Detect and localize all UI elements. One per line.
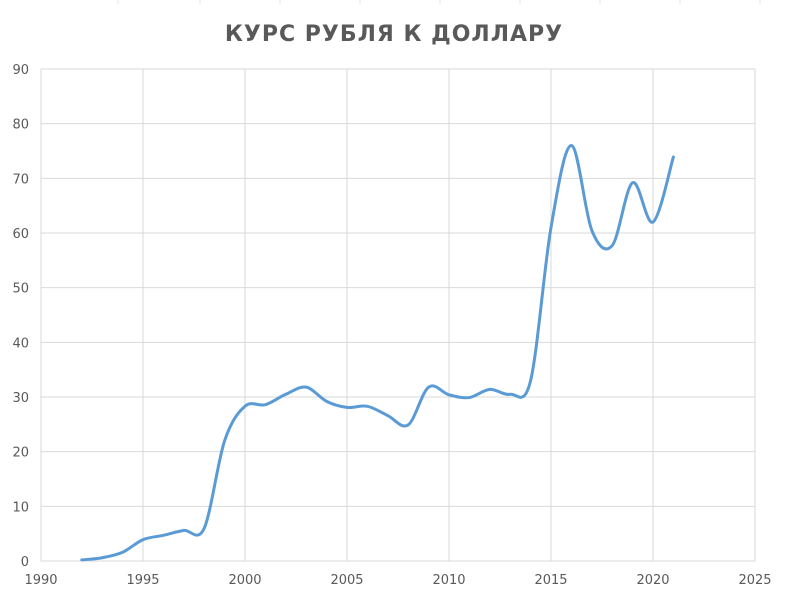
x-tick-label: 2020 (636, 573, 669, 588)
y-tick-label: 10 (12, 500, 29, 515)
y-tick-label: 90 (12, 63, 29, 78)
series-layer (80, 144, 675, 562)
chart-frame (117, 0, 761, 4)
x-tick-label: 2010 (432, 573, 465, 588)
x-tick-label: 2025 (738, 573, 771, 588)
y-tick-label: 30 (12, 391, 29, 406)
y-tick-label: 50 (12, 282, 29, 297)
x-tick-label: 1990 (24, 573, 57, 588)
x-tick-label: 1995 (126, 573, 159, 588)
gridlines (40, 68, 756, 562)
x-tick-label: 2000 (228, 573, 261, 588)
y-tick-label: 40 (12, 336, 29, 351)
y-tick-label: 0 (21, 555, 29, 570)
y-tick-label: 20 (12, 446, 29, 461)
x-tick-label: 2015 (534, 573, 567, 588)
y-tick-label: 70 (12, 172, 29, 187)
x-axis-tick-labels: 1990 1995 2000 2005 2010 2015 2020 2025 (24, 573, 771, 588)
x-tick-label: 2005 (330, 573, 363, 588)
chart-title: КУРС РУБЛЯ К ДОЛЛАРУ (225, 22, 563, 47)
series-line (80, 144, 675, 562)
y-tick-label: 80 (12, 118, 29, 133)
y-tick-label: 60 (12, 227, 29, 242)
y-axis-tick-labels: 0 10 20 30 40 50 60 70 80 90 (12, 63, 29, 570)
